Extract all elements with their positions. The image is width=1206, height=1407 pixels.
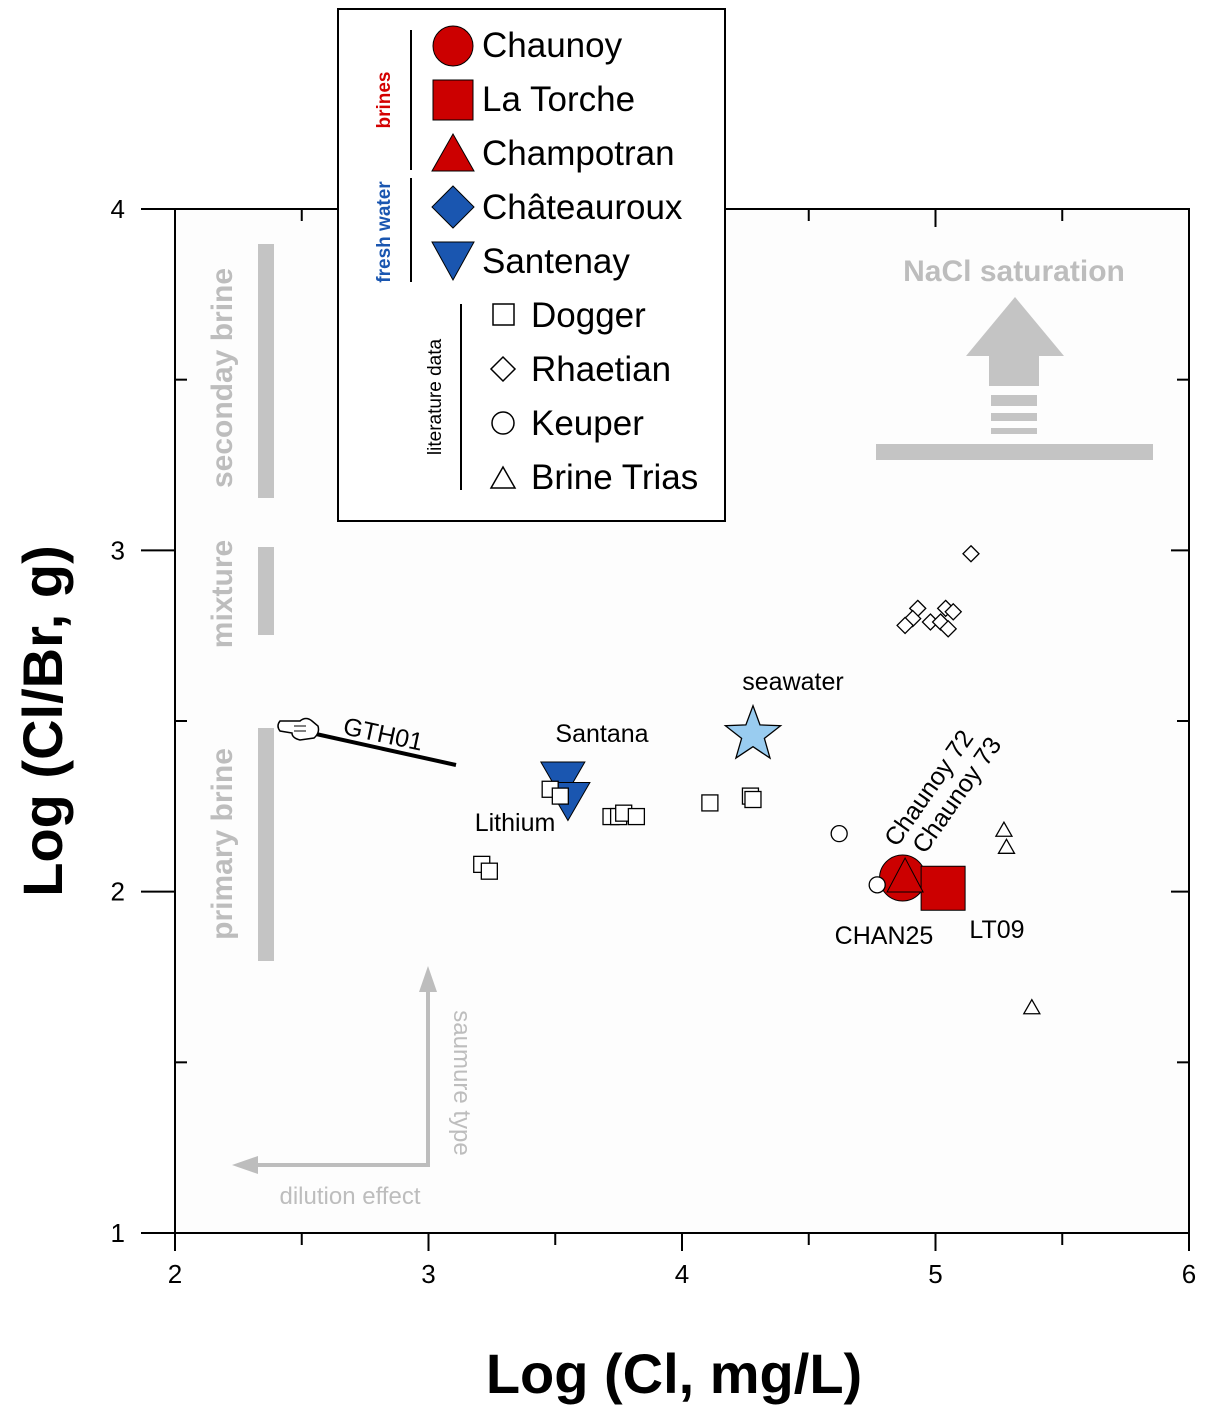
nacl-arrow-head — [966, 297, 1064, 356]
brine-trias-point — [1022, 998, 1041, 1015]
nacl-saturation-bar — [876, 444, 1153, 460]
legend-label-santenay: Santenay — [482, 242, 630, 281]
nacl-arrow-dash-1 — [991, 395, 1037, 406]
legend-label-dogger: Dogger — [531, 296, 646, 335]
dogger-point — [744, 790, 762, 809]
la-torche-point — [920, 865, 966, 911]
seawater-point — [723, 703, 783, 760]
mixture-bar — [258, 547, 274, 635]
keuper-point — [830, 824, 848, 843]
legend-symbol-dogger — [492, 303, 515, 326]
legend-label-champotran: Champotran — [482, 134, 675, 173]
legend-label-la-torche: La Torche — [482, 80, 635, 119]
nacl-arrow-dash-2 — [991, 413, 1037, 421]
y-tick-label: 1 — [111, 1218, 125, 1248]
legend-group-literature: literature data — [425, 338, 446, 455]
dilution-arrow-head — [232, 1156, 258, 1174]
nacl-saturation-label: NaCl saturation — [903, 255, 1125, 288]
legend-label-brine-trias: Brine Trias — [531, 458, 698, 497]
lithium-label: Lithium — [475, 809, 556, 837]
legend-symbol-champotran — [431, 132, 475, 172]
legend-group-brines: brines — [374, 71, 395, 128]
x-tick-label: 5 — [928, 1259, 942, 1289]
dogger-point — [627, 807, 646, 826]
x-tick-label: 4 — [675, 1259, 689, 1289]
legend-label-rhaetian: Rhaetian — [531, 350, 671, 389]
chan25-label: CHAN25 — [835, 922, 934, 950]
legend-symbol-chateauroux — [431, 185, 475, 229]
dogger-point — [701, 794, 719, 812]
brine-trias-point — [994, 820, 1014, 837]
mixture-label: mixture — [206, 540, 239, 648]
seawater-label: seawater — [742, 668, 843, 696]
secondary-brine-bar — [258, 244, 274, 498]
rhaetian-point — [944, 602, 963, 621]
x-tick-label: 2 — [168, 1259, 182, 1289]
axis-ticks: 2 3 4 5 6 1 2 3 4 — [111, 194, 1197, 1289]
legend-symbol-chaunoy — [432, 25, 474, 67]
x-tick-label: 6 — [1182, 1259, 1196, 1289]
gth01-line — [315, 732, 457, 767]
saumure-arrow-head — [419, 966, 437, 992]
saumure-type-label: saumure type — [448, 1010, 475, 1155]
lt09-label: LT09 — [969, 916, 1024, 944]
x-tick-label: 3 — [421, 1259, 435, 1289]
legend-symbol-brine-trias — [489, 465, 517, 489]
legend-symbol-la-torche — [432, 79, 474, 121]
y-axis-title: Log (Cl/Br, g) — [11, 545, 74, 897]
legend-symbol-santenay — [431, 241, 475, 282]
primary-brine-label: primary brine — [206, 748, 239, 940]
champotran-point — [886, 856, 924, 893]
rhaetian-point — [962, 544, 980, 563]
legend-symbol-rhaetian — [489, 355, 517, 383]
secondary-brine-label: seconday brine — [206, 268, 239, 488]
legend-label-keuper: Keuper — [531, 404, 644, 443]
data-markers — [473, 544, 1041, 1015]
legend: brines fresh water literature data Chaun… — [337, 8, 726, 522]
legend-label-chateauroux: Châteauroux — [482, 188, 683, 227]
y-tick-label: 3 — [111, 535, 125, 565]
legend-box — [337, 8, 726, 522]
legend-symbol-keuper — [491, 411, 515, 435]
nacl-arrow-dash-3 — [991, 428, 1037, 434]
pointing-hand-icon — [277, 717, 320, 741]
dogger-point — [480, 862, 498, 880]
keuper-point — [868, 876, 886, 894]
legend-label-chaunoy: Chaunoy — [482, 26, 623, 65]
dogger-point — [551, 787, 569, 805]
rhaetian-point — [939, 619, 958, 638]
y-tick-label: 4 — [111, 194, 125, 224]
primary-brine-bar — [258, 728, 274, 961]
nacl-arrow-shaft — [989, 356, 1039, 386]
legend-group-fresh-water: fresh water — [374, 181, 395, 283]
y-tick-label: 2 — [111, 877, 125, 907]
santana-label: Santana — [555, 720, 648, 748]
x-axis-title: Log (Cl, mg/L) — [486, 1342, 862, 1405]
brine-trias-point — [997, 837, 1016, 854]
dilution-effect-label: dilution effect — [280, 1183, 421, 1210]
rhaetian-point — [896, 616, 914, 635]
